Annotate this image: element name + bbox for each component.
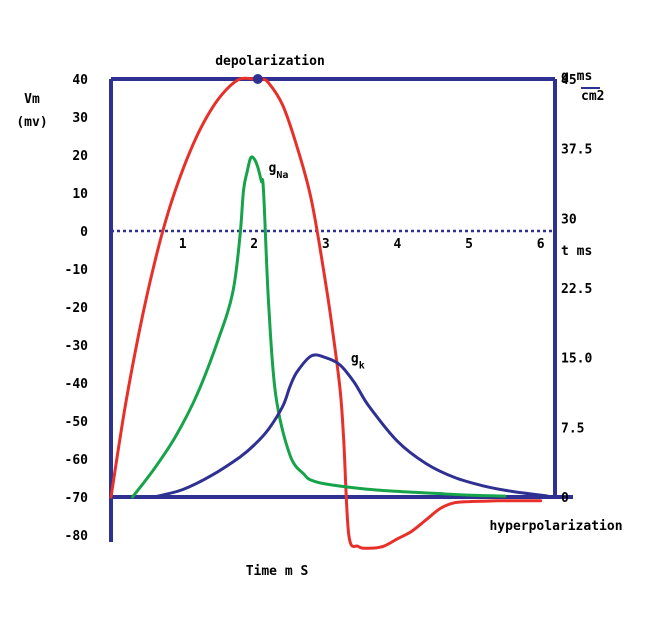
y-left-tick-label: 40 xyxy=(72,73,88,88)
x-tick-label: 3 xyxy=(322,237,330,252)
y-left-tick-label: 0 xyxy=(80,225,88,240)
g-na-label: gNa xyxy=(269,161,289,181)
y-left-tick-label: -50 xyxy=(65,415,89,430)
depolarization-annotation: depolarization xyxy=(215,54,325,69)
x-axis-title: Time m S xyxy=(246,564,309,579)
y-left-tick-label: 30 xyxy=(72,111,88,126)
y-left-tick-label: -70 xyxy=(65,491,89,506)
x-tick-label: 6 xyxy=(537,237,545,252)
x-tick-label: 4 xyxy=(394,237,402,252)
g-na-conductance-line xyxy=(131,155,507,499)
y-right-tick-label: 45 xyxy=(561,73,577,88)
y-left-axis-title-line1: Vm xyxy=(24,92,40,107)
g-k-label: gk xyxy=(351,351,365,371)
y-right-tick-label: 15.0 xyxy=(561,352,592,367)
g-k-conductance-line xyxy=(152,353,550,499)
depolarization-peak-marker xyxy=(252,74,263,84)
y-left-tick-label: -40 xyxy=(65,377,89,392)
y-left-tick-label: -20 xyxy=(65,301,89,316)
membrane-potential-line xyxy=(109,76,543,550)
x-tick-label: 5 xyxy=(465,237,473,252)
y-right-tick-label: 37.5 xyxy=(561,143,592,158)
x-tick-label: 1 xyxy=(179,237,187,252)
y-right-tick-label: 7.5 xyxy=(561,421,584,436)
y-left-tick-label: -10 xyxy=(65,263,89,278)
y-left-tick-label: -30 xyxy=(65,339,89,354)
y-right-tick-label: 22.5 xyxy=(561,282,592,297)
y-left-tick-label: 20 xyxy=(72,149,88,164)
y-left-axis-title-line2: (mv) xyxy=(16,115,47,130)
x-axis-right-label: t ms xyxy=(561,244,592,259)
x-tick-label: 2 xyxy=(250,237,258,252)
hyperpolarization-annotation: hyperpolarization xyxy=(489,519,622,534)
y-left-tick-label: 10 xyxy=(72,187,88,202)
y-left-tick-label: -80 xyxy=(65,529,89,544)
y-right-tick-label: 0 xyxy=(561,491,569,506)
y-right-axis-title-bottom: cm2 xyxy=(581,89,604,104)
y-right-axis-title-top: g ms xyxy=(561,69,592,84)
y-right-tick-label: 30 xyxy=(561,212,577,227)
y-left-tick-label: -60 xyxy=(65,453,89,468)
